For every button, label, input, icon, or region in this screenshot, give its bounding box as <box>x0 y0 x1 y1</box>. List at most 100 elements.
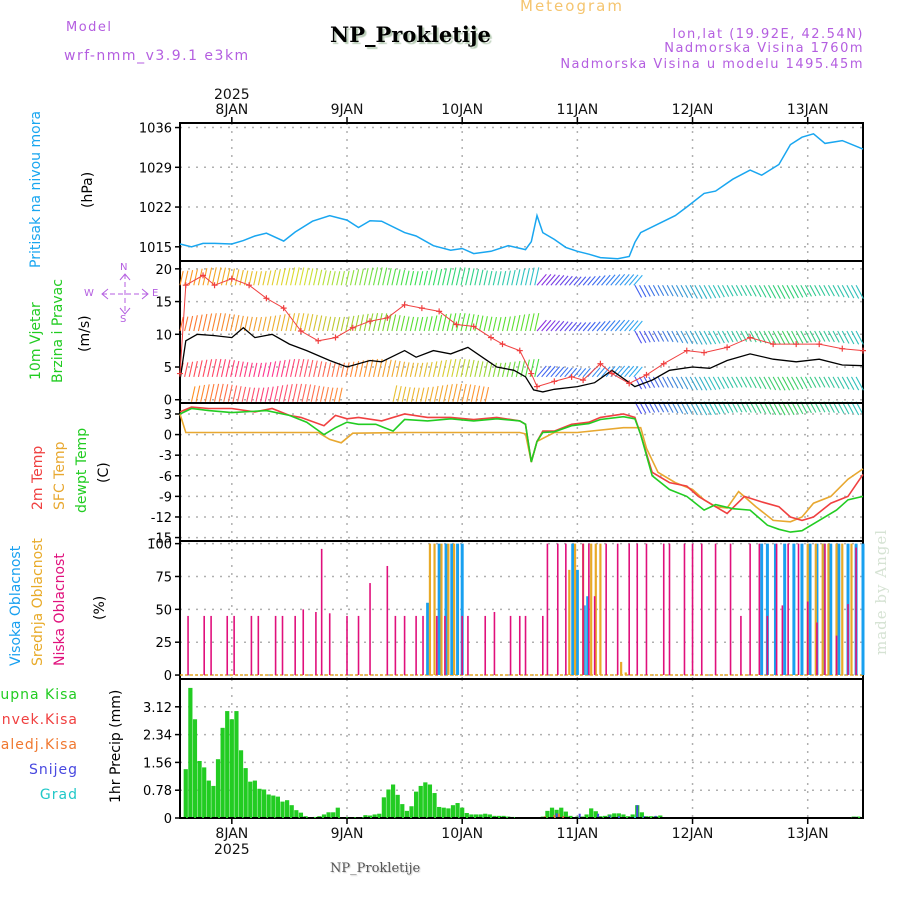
compass-w: W <box>84 288 94 299</box>
wind-arrow <box>303 359 309 377</box>
y-tick-label: 0 <box>164 669 172 684</box>
wind-arrow <box>204 384 210 402</box>
wind-arrow <box>368 313 374 332</box>
elevation: Nadmorska Visina 1760m <box>664 41 864 56</box>
wind-arrow <box>336 271 341 286</box>
wind-arrow <box>827 330 835 343</box>
wind-arrow <box>432 361 438 377</box>
y-tick-label: 3 <box>164 408 172 423</box>
precip-total-bar <box>496 815 502 818</box>
wind-arrow <box>414 271 419 286</box>
wind-arrow <box>624 319 635 332</box>
wind-arrow <box>648 284 656 297</box>
precip-total-bar <box>612 813 617 818</box>
wind-arrow <box>568 276 578 286</box>
precip-total-bar <box>211 785 216 818</box>
wind-arrow <box>639 330 647 343</box>
precip-total-bar <box>266 794 271 818</box>
precip-snow-bar <box>654 815 657 818</box>
wind-arrow <box>437 268 443 286</box>
wind-arrow <box>717 284 725 298</box>
gust-marker <box>280 305 287 312</box>
wind-arrow <box>211 267 217 286</box>
wind-arrow <box>266 270 272 286</box>
wind-arrow <box>657 284 665 296</box>
wind-arrow <box>484 386 490 402</box>
page-title: NP_Prokletije <box>330 22 491 47</box>
footer-station: NP_Prokletije <box>330 861 421 876</box>
wind-arrow <box>855 376 864 391</box>
precip-total-bar <box>593 811 598 818</box>
wind-arrow <box>308 359 314 377</box>
wind-arrow <box>786 284 795 299</box>
precip-total-bar <box>483 813 488 818</box>
wind-arrow <box>465 267 471 286</box>
wind-arrow <box>624 365 635 378</box>
wind-arrow <box>260 387 265 402</box>
wind-arrow <box>336 316 341 332</box>
wind-arrow <box>409 362 415 377</box>
precip-panel: 0 0.78 1.56 2.34 3.12 <box>143 678 864 827</box>
wind-arrow <box>195 385 201 402</box>
wind-arrow <box>763 376 772 390</box>
wind-arrow <box>596 366 606 378</box>
wind-arrow <box>497 271 502 286</box>
wind-arrow <box>209 383 215 402</box>
cloud-panel: 0 25 50 75 100 <box>147 538 865 684</box>
wind-arrow <box>726 330 734 343</box>
precip-total-bar <box>464 813 469 818</box>
gust-marker <box>436 308 443 315</box>
gust-marker <box>568 373 575 380</box>
precip-total-bar <box>856 816 861 818</box>
wind-arrow <box>179 271 184 286</box>
wind-arrow <box>800 376 808 389</box>
wind-arrow <box>781 376 791 391</box>
wind-arrow <box>227 384 233 402</box>
precip-total-bar <box>545 810 550 818</box>
y-tick-label: 1029 <box>139 161 172 176</box>
gust-marker <box>643 371 650 378</box>
wind-arrow <box>541 274 552 286</box>
wind-arrow <box>372 267 379 286</box>
wind-arrow <box>363 267 369 286</box>
wind-arrow <box>814 284 821 297</box>
wind-arrow <box>216 267 222 286</box>
wind-arrow <box>377 313 383 332</box>
wind-arrow <box>465 359 471 377</box>
gust-marker <box>793 341 800 348</box>
precip-total-bar <box>639 812 644 818</box>
wind-arrow <box>596 320 606 332</box>
x-tick-label-bottom: 10JAN <box>441 826 483 842</box>
wind-arrow <box>564 321 573 332</box>
y-tick-label: -6 <box>159 470 172 485</box>
wind-arrow <box>437 360 443 377</box>
precip-snow-bar <box>578 813 581 818</box>
x-tick-label-bottom: 8JAN <box>215 826 248 842</box>
wind-panel: 0 5 10 15 20 <box>155 260 866 416</box>
wind-arrow <box>262 362 267 377</box>
wind-arrow <box>628 366 639 378</box>
precip-total-bar <box>257 788 262 818</box>
wind-arrow <box>708 330 717 345</box>
wind-arrow <box>648 330 656 343</box>
wind-arrow <box>308 268 314 286</box>
wind-arrow <box>541 365 552 378</box>
wind-arrow <box>326 270 332 286</box>
wind-arrow <box>573 322 582 332</box>
wind-arrow <box>703 284 712 299</box>
wind-arrow <box>772 330 781 345</box>
wind-arrow <box>193 360 198 377</box>
wind-arrow <box>382 359 388 377</box>
precip-total-bar <box>563 811 568 818</box>
precip-conv-bar <box>562 816 565 818</box>
compass-legend: N S W E <box>84 262 160 328</box>
wind-arrow <box>469 268 475 286</box>
wind-arrow <box>410 387 416 402</box>
wind-arrow <box>768 330 777 345</box>
wind-arrow <box>846 330 855 345</box>
precip-total-bar <box>229 719 234 818</box>
precip-total-bar <box>312 816 317 818</box>
x-tick-label-top: 13JAN <box>787 102 829 118</box>
wind-arrow <box>395 360 401 377</box>
